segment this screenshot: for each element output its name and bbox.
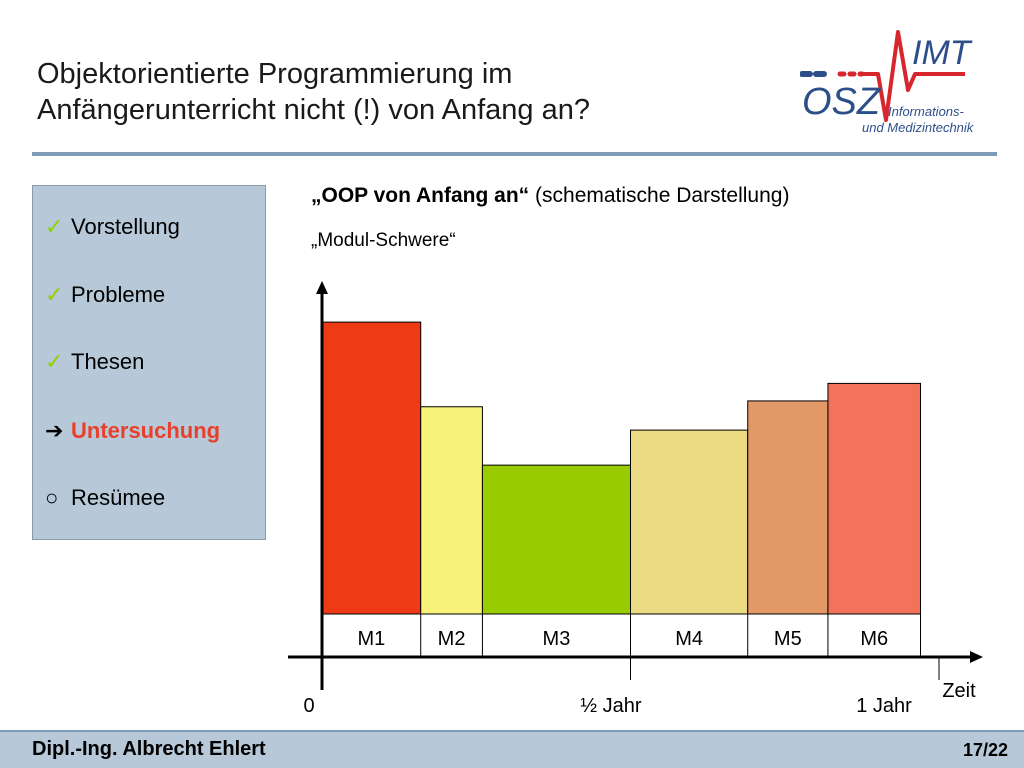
page-number: 17/22 <box>962 740 1008 760</box>
x-tick-label: 1 Jahr <box>856 695 912 717</box>
checkmark-icon: ✓ <box>45 214 64 239</box>
logo-ekg-line <box>862 30 965 122</box>
sidebar-item-1: ✓ Probleme <box>45 282 165 308</box>
agenda-sidebar: ✓ Vorstellung ✓ Probleme ✓ Thesen ➔ Untersuchun… <box>32 185 266 540</box>
chart-title: „OOP von Anfang an“ (schematische Darste… <box>311 184 789 208</box>
sidebar-item-label: Untersuchung <box>71 418 221 443</box>
osz-imt-logo: IMT OSZ Informations- und Medizintechnik <box>800 30 975 135</box>
bar-m5 <box>747 400 829 615</box>
x-tick-label: 0 <box>303 695 314 717</box>
logo-line1: Informations- <box>888 104 965 119</box>
arrow-right-icon: ➔ <box>45 418 64 443</box>
bar-m4 <box>630 429 749 615</box>
header-divider <box>32 152 997 156</box>
sidebar-item-label: Vorstellung <box>71 214 180 239</box>
sidebar-item-label: Resümee <box>71 485 166 510</box>
category-label-m5: M5 <box>774 628 802 650</box>
sidebar-item-0: ✓ Vorstellung <box>45 214 180 240</box>
logo-imt-text: IMT <box>912 34 973 72</box>
logo-line2: und Medizintechnik <box>862 120 975 135</box>
category-label-m4: M4 <box>675 628 703 650</box>
circle-icon: ○ <box>45 485 59 510</box>
bar-m2 <box>420 406 483 615</box>
title-line-1: Objektorientierte Programmierung im <box>37 58 513 90</box>
checkmark-icon: ✓ <box>45 282 64 307</box>
logo-osz-text: OSZ <box>802 81 882 123</box>
footer-bar: Dipl.-Ing. Albrecht Ehlert 17/22 <box>0 730 1024 768</box>
x-axis-label: Zeit <box>942 680 976 702</box>
x-tick-label: ½ Jahr <box>580 695 641 717</box>
chart-title-main: „OOP von Anfang an“ <box>311 184 530 207</box>
footer-author: Dipl.-Ing. Albrecht Ehlert <box>32 738 266 760</box>
sidebar-item-3: ➔ Untersuchung <box>45 418 220 444</box>
y-axis-label: „Modul-Schwere“ <box>311 230 456 251</box>
category-label-m2: M2 <box>438 628 466 650</box>
category-label-m6: M6 <box>860 628 888 650</box>
chart-subtitle: (schematische Darstellung) <box>535 184 790 207</box>
sidebar-item-label: Probleme <box>71 282 166 307</box>
y-axis-arrow <box>316 281 328 294</box>
slide-title: Objektorientierte Programmierung im Anfä… <box>37 56 590 128</box>
bar-m6 <box>827 382 921 615</box>
module-weight-chart: M1 M2 M3 M4 M5 M6 0 ½ Jahr 1 Jahr Zeit <box>288 281 983 717</box>
sidebar-item-label: Thesen <box>71 349 145 374</box>
x-axis-arrow <box>970 651 983 663</box>
sidebar-item-2: ✓ Thesen <box>45 349 144 375</box>
sidebar-item-4: ○ Resümee <box>45 485 165 511</box>
category-label-m3: M3 <box>543 628 571 650</box>
checkmark-icon: ✓ <box>45 349 64 374</box>
category-label-m1: M1 <box>357 628 385 650</box>
title-line-2: Anfängerunterricht nicht (!) von Anfang … <box>37 94 590 126</box>
bar-m3 <box>481 464 632 615</box>
bar-m1 <box>321 321 422 615</box>
